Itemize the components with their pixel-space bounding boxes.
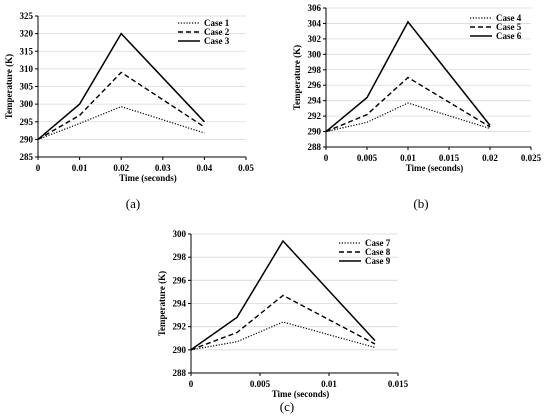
panel-label: (b) [413,196,428,211]
series-line-case-2 [37,71,205,141]
y-tick-label: 315 [20,46,34,56]
series-line-case-3 [37,32,205,140]
x-axis-label: Time (seconds) [119,173,177,183]
y-tick-label: 294 [173,299,187,309]
y-tick-label: 288 [173,368,187,378]
y-tick-label: 302 [308,34,322,44]
panel-label: (c) [280,399,294,414]
series-line-case-9 [190,239,376,351]
legend-label: Case 9 [365,256,391,266]
y-tick-label: 306 [308,3,322,13]
series-line-case-5 [325,76,491,133]
legend-label: Case 8 [365,247,391,257]
legend-label: Case 4 [496,13,522,23]
panel-label: (a) [126,196,140,211]
series-line-case-6 [325,20,491,133]
y-tick-label: 325 [20,11,34,21]
chart-panel-3: 288 290 292 294 296 298 300 0 0.005 0.01 0.015 Time… [157,229,409,414]
y-tick-label: 292 [308,111,322,121]
x-tick-label: 0.015 [388,379,409,389]
x-tick-label: 0.005 [250,379,271,389]
y-tick-label: 292 [173,322,187,332]
x-axis-label: Time (seconds) [272,389,330,399]
y-tick-label: 300 [308,49,322,59]
chart-panel-2: 288 290 292 294 296 298 300 302 304 306 0 0.005 0.01… [292,3,542,211]
y-tick-label: 294 [308,96,322,106]
legend-label: Case 2 [204,27,230,37]
x-tick-label: 0.01 [72,163,88,173]
y-axis-label: Temperature (K) [4,54,14,119]
x-axis-label: Time (seconds) [406,163,464,173]
x-tick-label: 0.025 [521,153,542,163]
y-tick-label: 298 [308,65,322,75]
y-tick-label: 296 [173,275,187,285]
legend-label: Case 7 [365,238,391,248]
x-tick-label: 0.02 [482,153,498,163]
y-tick-label: 290 [173,345,187,355]
y-tick-label: 320 [20,29,34,39]
y-tick-label: 295 [20,117,34,127]
series-line-case-7 [190,321,376,351]
x-tick-label: 0.05 [238,163,254,173]
y-axis-label: Temperature (K) [157,271,167,336]
y-tick-label: 296 [308,80,322,90]
y-tick-label: 285 [20,152,34,162]
legend-label: Case 5 [496,22,522,32]
series-line-case-8 [190,294,376,351]
y-tick-label: 304 [308,18,322,28]
y-tick-label: 310 [20,64,34,74]
series-line-case-1 [37,105,205,140]
y-tick-label: 298 [173,252,187,262]
y-tick-label: 300 [20,99,34,109]
x-tick-label: 0.005 [357,153,378,163]
y-tick-label: 290 [308,127,322,137]
x-tick-label: 0 [324,153,329,163]
y-tick-label: 300 [173,229,187,239]
y-tick-label: 290 [20,134,34,144]
y-tick-label: 288 [308,142,322,152]
x-tick-label: 0.04 [197,163,213,173]
chart-panel-1: 285 290 295 300 305 310 315 320 325 0 0.01 0.02 0.03… [4,11,254,211]
legend-label: Case 3 [204,36,230,46]
x-tick-label: 0.02 [113,163,129,173]
y-tick-label: 305 [20,82,34,92]
y-axis-label: Temperature (K) [292,45,302,110]
x-tick-label: 0.015 [439,153,460,163]
series-line-case-4 [325,102,491,133]
x-tick-label: 0.01 [321,379,337,389]
x-tick-label: 0 [36,163,41,173]
x-tick-label: 0.03 [155,163,171,173]
legend-label: Case 6 [496,31,522,41]
legend-label: Case 1 [204,18,230,28]
x-tick-label: 0.01 [400,153,416,163]
x-tick-label: 0 [189,379,194,389]
